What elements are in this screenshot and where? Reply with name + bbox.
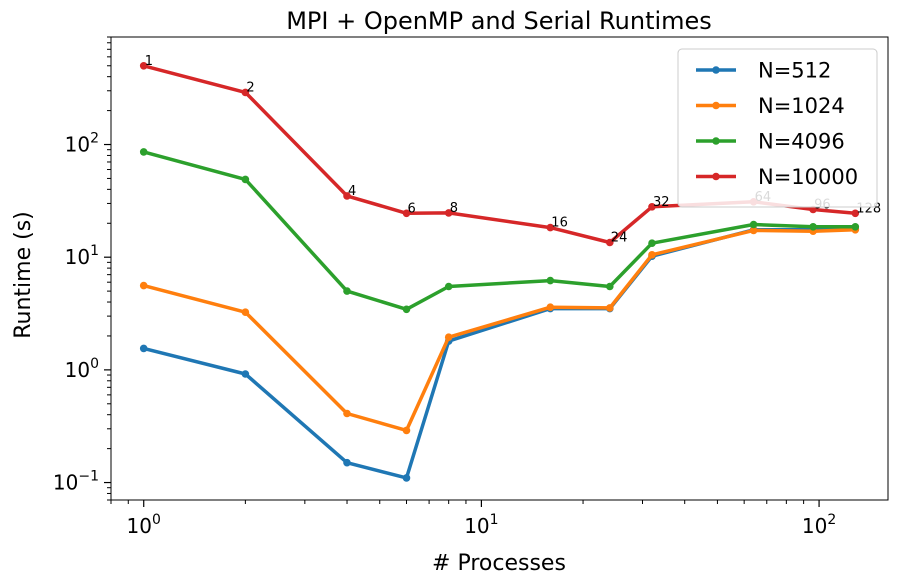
data-point <box>546 276 555 285</box>
x-axis-label: # Processes <box>432 551 566 576</box>
x-tick-label: 101 <box>464 512 498 538</box>
data-point <box>546 223 555 232</box>
legend-marker <box>712 172 720 181</box>
point-annotation: 8 <box>450 201 458 216</box>
data-point <box>241 88 250 97</box>
data-point <box>749 220 758 229</box>
point-annotation: 32 <box>653 195 670 210</box>
y-tick-label: 100 <box>65 356 99 382</box>
data-point <box>402 426 411 435</box>
data-point <box>343 458 351 467</box>
data-point <box>851 209 860 218</box>
data-point <box>606 238 614 247</box>
point-annotation: 6 <box>408 201 416 216</box>
data-point <box>851 223 860 231</box>
x-tick-label: 100 <box>127 512 161 538</box>
y-tick-label: 10−1 <box>53 469 99 495</box>
data-point <box>241 308 250 317</box>
data-point <box>139 344 148 353</box>
legend-box <box>677 48 878 208</box>
data-point <box>648 251 656 259</box>
data-point <box>648 239 656 247</box>
point-annotation: 4 <box>348 184 356 199</box>
data-point <box>809 223 817 231</box>
legend-label: N=4096 <box>758 130 845 154</box>
y-tick-label: 102 <box>65 131 99 157</box>
point-annotation: 16 <box>551 216 568 231</box>
legend-label: N=512 <box>758 59 831 83</box>
data-point <box>343 409 351 418</box>
data-point <box>444 282 453 291</box>
data-point <box>606 282 614 291</box>
data-point <box>749 226 758 235</box>
data-point <box>139 148 148 156</box>
legend-label: N=1024 <box>758 94 845 118</box>
legend-label: N=10000 <box>758 165 858 189</box>
x-tick-label: 102 <box>802 512 836 538</box>
data-point <box>402 305 411 314</box>
data-point <box>139 281 148 290</box>
data-point <box>546 303 555 312</box>
data-point <box>444 209 453 217</box>
y-tick-label: 101 <box>65 243 99 269</box>
data-point <box>606 304 614 312</box>
legend-marker <box>712 66 720 74</box>
point-annotation: 2 <box>246 80 254 95</box>
chart-title: MPI + OpenMP and Serial Runtimes <box>286 7 712 35</box>
axes: 100 101 102 10−1 100 101 102 <box>53 36 889 538</box>
data-point <box>402 474 411 482</box>
data-point <box>241 370 250 378</box>
y-axis-label: Runtime (s) <box>11 211 36 339</box>
legend-marker <box>712 137 720 145</box>
data-point <box>809 205 817 214</box>
legend-marker <box>712 101 720 110</box>
data-point <box>241 175 250 184</box>
data-point <box>139 62 148 70</box>
legend: N=512 N=1024 N=4096 N=10000 <box>677 48 878 208</box>
data-point <box>444 333 453 342</box>
data-point <box>402 209 411 218</box>
data-point <box>343 287 351 295</box>
data-point <box>648 203 656 211</box>
point-annotation: 24 <box>611 231 628 246</box>
data-point <box>343 192 351 200</box>
point-annotation: 1 <box>145 54 153 69</box>
